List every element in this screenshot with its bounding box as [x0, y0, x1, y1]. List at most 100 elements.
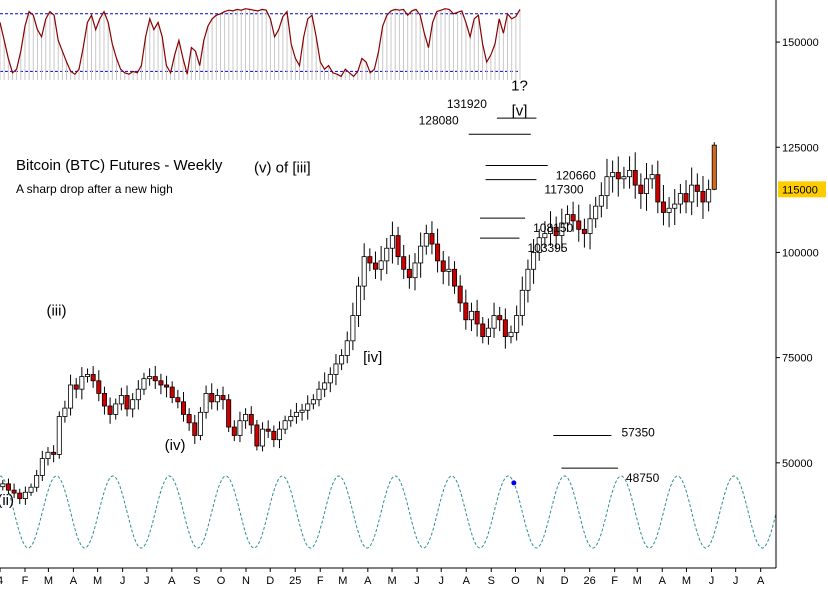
candle-body [339, 355, 345, 365]
candle-body [90, 374, 96, 382]
time-tick-label: M [387, 575, 396, 587]
time-tick-label: J [438, 575, 444, 587]
candle-body [197, 411, 203, 436]
price-tick-label: 75000 [782, 353, 813, 365]
level-label: 131920 [447, 97, 487, 111]
current-price-label: 115000 [782, 184, 818, 196]
time-tick-label: M [93, 575, 102, 587]
time-tick-label: M [338, 575, 347, 587]
candle-body [164, 384, 170, 388]
candle-body [344, 340, 350, 356]
time-tick-label: N [242, 575, 250, 587]
candle-body [113, 403, 119, 415]
candle-body [180, 401, 186, 415]
time-tick-label: J [709, 575, 715, 587]
candle-body [548, 226, 554, 234]
cycle-wave [0, 475, 777, 549]
time-tick-label: J [144, 575, 150, 587]
candle-body [570, 214, 576, 222]
candle-body [694, 184, 700, 192]
candle-body [62, 407, 68, 417]
candle-body [542, 233, 548, 239]
candle-body [632, 169, 638, 186]
time-tick-label: A [659, 575, 667, 587]
candle-body [231, 426, 237, 436]
wave-label: (iv) [165, 437, 186, 454]
price-tick-label: 50000 [782, 458, 813, 470]
candle-body [203, 392, 209, 413]
candle-body [700, 191, 706, 203]
level-label: 57350 [621, 425, 655, 439]
candle-body [367, 256, 373, 264]
candle-body [378, 260, 384, 270]
candle-body [395, 235, 401, 258]
candle-body [356, 285, 362, 316]
wave-label: [iv] [363, 349, 382, 366]
candle-body [293, 411, 299, 417]
candle-body [440, 260, 446, 272]
candle-body [28, 486, 34, 493]
wave-label: 1? [511, 77, 528, 94]
candle-body [598, 195, 604, 207]
candle-body [5, 483, 11, 491]
time-tick-label: 25 [289, 575, 301, 587]
candle-body [316, 388, 322, 401]
candle-body [406, 268, 412, 279]
candle-body [655, 174, 661, 203]
time-tick-label: A [463, 575, 471, 587]
candle-body [96, 380, 102, 394]
candle-body [593, 205, 599, 220]
time-tick-label: A [364, 575, 372, 587]
time-tick-label: A [757, 575, 765, 587]
candle-body [0, 483, 6, 488]
last-candle-body [711, 144, 717, 190]
candle-body [130, 399, 136, 410]
candle-body [56, 416, 62, 455]
time-axis: 4 F M A M J J A S O N D 25 F M A M J J A S O N D 26 F M A M J J A [0, 568, 765, 587]
wave-labels: (ii) (iii) (iv) (v) of [iii] [iv] [v] 1? [0, 77, 528, 508]
candle-body [237, 420, 243, 436]
candle-body [226, 399, 232, 428]
time-tick-label: A [70, 575, 78, 587]
candle-body [525, 268, 531, 291]
time-tick-label: O [511, 575, 520, 587]
price-tick-label: 125000 [782, 142, 819, 154]
candle-body [84, 374, 90, 377]
candle-body [446, 268, 452, 272]
candle-body [372, 262, 378, 270]
candle-body [672, 203, 678, 209]
candle-body [576, 220, 582, 230]
candle-body [22, 491, 28, 499]
candle-body [644, 178, 650, 194]
time-tick-label: F [317, 575, 324, 587]
candle-body [604, 176, 610, 197]
candle-body [423, 233, 429, 247]
wave-label: (v) of [iii] [254, 160, 311, 177]
candle-body [401, 256, 407, 270]
time-tick-label: F [611, 575, 618, 587]
candle-body [271, 430, 277, 441]
time-tick-label: D [561, 575, 569, 587]
candle-body [34, 475, 40, 488]
candle-body [435, 243, 441, 262]
time-tick-label: 26 [584, 575, 596, 587]
current-price-box [778, 181, 826, 198]
candle-body [101, 392, 107, 407]
candle-body [502, 319, 508, 337]
candle-body [310, 399, 316, 405]
level-label: 128080 [419, 113, 459, 127]
candle-body [248, 414, 254, 426]
time-tick-label: 4 [0, 575, 3, 587]
level-label: 48750 [626, 471, 660, 485]
candle-body [480, 323, 486, 337]
oscillator-line [0, 8, 521, 78]
candle-body [621, 176, 627, 180]
time-tick-label: S [488, 575, 495, 587]
candle-body [536, 237, 542, 253]
wave-label: [v] [512, 103, 528, 120]
candle-body [305, 403, 311, 411]
candle-body [73, 384, 79, 390]
